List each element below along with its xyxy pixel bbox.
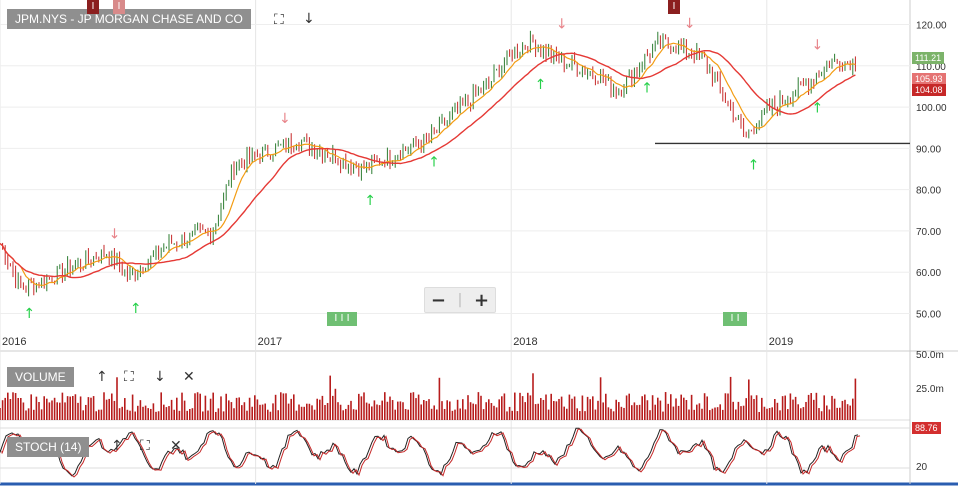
buy-signal-arrow: ↑ — [535, 77, 547, 93]
sell-signal-arrow: ↓ — [684, 16, 696, 32]
zoom-in-icon[interactable]: + — [474, 289, 490, 311]
sell-signal-arrow: ↓ — [279, 111, 291, 127]
buy-signal-arrow: ↑ — [812, 100, 824, 116]
close-icon[interactable]: ✕ — [170, 438, 182, 454]
last-price-tag: 111.21 — [912, 52, 945, 64]
close-icon[interactable]: ✕ — [183, 369, 195, 385]
x-tick-label: 2019 — [769, 336, 793, 348]
y-tick-label: 100.00 — [916, 103, 947, 114]
zoom-controls: − | + — [424, 287, 496, 313]
buy-signal-arrow: ↑ — [428, 154, 440, 170]
stoch-d-line — [1, 428, 861, 478]
buy-signal-arrow: ↑ — [748, 157, 760, 173]
buy-signal-arrow: ↑ — [364, 193, 376, 209]
buy-signal-arrow: ↑ — [641, 81, 653, 97]
down-arrow-icon[interactable]: ↓ — [303, 11, 315, 27]
event-marker[interactable]: I — [113, 0, 125, 14]
sell-signal-arrow: ↓ — [109, 227, 121, 243]
x-tick-label: 2017 — [258, 336, 282, 348]
stoch-value-tag: 88.76 — [912, 422, 941, 434]
fullscreen-icon[interactable]: ⛶ — [140, 438, 150, 454]
buy-signal-arrow: ↑ — [23, 306, 35, 322]
volume-label: VOLUME — [7, 367, 74, 387]
event-marker[interactable]: I — [668, 0, 680, 14]
stoch-label: STOCH (14) — [7, 437, 90, 457]
sell-signal-arrow: ↓ — [556, 17, 568, 33]
y-tick-label: 80.00 — [916, 186, 941, 197]
price-tag: 105.93 — [912, 73, 946, 85]
stoch-tick-label: 20 — [916, 462, 928, 473]
sma-short-line — [0, 42, 856, 286]
event-marker[interactable]: I I — [723, 312, 747, 326]
down-arrow-icon[interactable]: ↓ — [154, 369, 166, 385]
price-tag: 104.08 — [912, 84, 946, 96]
x-tick-label: 2018 — [513, 336, 537, 348]
up-arrow-icon[interactable]: ↑ — [111, 438, 123, 454]
event-marker[interactable]: I I I — [327, 312, 357, 326]
fullscreen-icon[interactable]: ⛶ — [274, 12, 284, 28]
sell-signal-arrow: ↓ — [812, 37, 824, 53]
zoom-out-icon[interactable]: − — [430, 289, 446, 311]
y-tick-label: 90.00 — [916, 144, 941, 155]
up-arrow-icon[interactable]: ↑ — [96, 369, 108, 385]
y-tick-label: 50.00 — [916, 309, 941, 320]
y-tick-label: 120.00 — [916, 21, 947, 32]
stoch-k-line — [0, 427, 859, 477]
y-tick-label: 110.00 — [916, 62, 946, 73]
volume-tick-label: 25.0m — [916, 384, 944, 395]
volume-tick-label: 50.0m — [916, 350, 944, 361]
event-marker[interactable]: I — [87, 0, 99, 14]
fullscreen-icon[interactable]: ⛶ — [124, 369, 134, 385]
sma-long-line — [0, 50, 856, 279]
y-tick-label: 60.00 — [916, 268, 941, 279]
x-tick-label: 2016 — [2, 336, 26, 348]
buy-signal-arrow: ↑ — [130, 301, 142, 317]
chart-title: JPM.NYS - JP MORGAN CHASE AND CO — [7, 9, 251, 29]
y-tick-label: 70.00 — [916, 227, 941, 238]
